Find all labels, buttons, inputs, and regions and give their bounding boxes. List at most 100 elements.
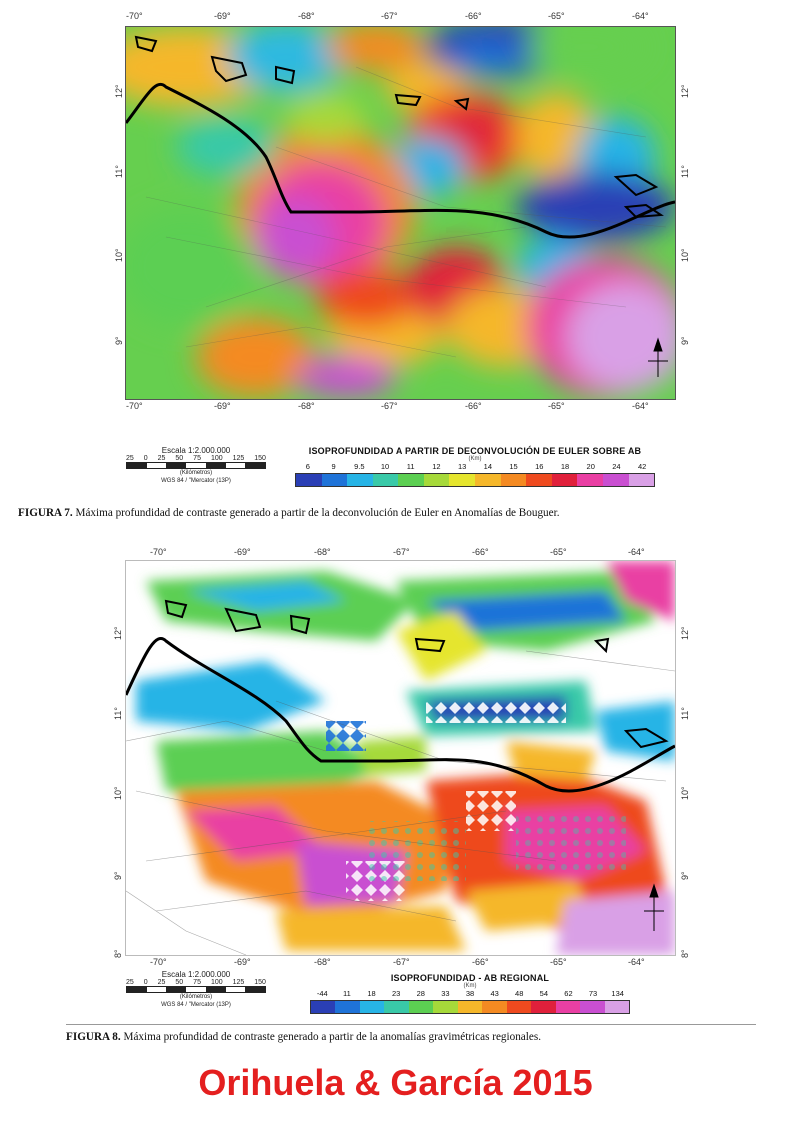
legend-color-bar xyxy=(295,473,655,487)
scale-tick: 125 xyxy=(232,455,245,462)
legend-label: 16 xyxy=(535,462,544,471)
legend-swatch xyxy=(433,1001,458,1013)
legend-label: 62 xyxy=(564,989,573,998)
legend-swatch xyxy=(408,1001,434,1013)
lon-tick: -70° xyxy=(150,547,167,557)
lon-tick: -68° xyxy=(298,11,315,21)
scale-tick: 50 xyxy=(175,455,184,462)
legend-label: 9.5 xyxy=(354,462,365,471)
legend-label: 24 xyxy=(612,462,621,471)
legend-swatch xyxy=(482,1001,507,1013)
legend-unit: (Km) xyxy=(468,456,482,462)
lon-tick: -68° xyxy=(314,547,331,557)
lon-tick: -65° xyxy=(548,401,565,411)
legend-swatch xyxy=(372,474,399,486)
scale-unit: (Kilómetros) xyxy=(179,994,213,1000)
legend-label: 6 xyxy=(305,462,310,471)
legend-swatch xyxy=(506,1001,532,1013)
lon-tick: -66° xyxy=(465,401,482,411)
scale-bar: Escala 1:2.000.000 25 0 25 50 75 100 125… xyxy=(126,446,266,485)
legend-label: 48 xyxy=(515,989,524,998)
legend-labels: -44 11 18 23 28 33 38 43 48 54 62 73 134 xyxy=(310,989,630,1000)
legend-swatch xyxy=(398,474,424,486)
figure-8-caption: FIGURA 8. Máxima profundidad de contrast… xyxy=(66,1031,791,1043)
legend-label: 9 xyxy=(331,462,336,471)
legend-title: ISOPROFUNDIDAD - AB REGIONAL xyxy=(390,973,550,983)
legend-swatch xyxy=(457,1001,483,1013)
scale-tick: 150 xyxy=(254,455,266,462)
lat-tick: 8° xyxy=(113,949,123,958)
scale-tick: 0 xyxy=(143,455,148,462)
caption-text: Máxima profundidad de contraste generado… xyxy=(72,507,560,519)
scale-tick: 125 xyxy=(232,979,245,986)
legend-swatch xyxy=(475,474,501,486)
lon-tick: -68° xyxy=(314,957,331,967)
lon-tick: -65° xyxy=(548,11,565,21)
legend-label: 134 xyxy=(611,989,624,998)
scale-datum: WGS 84 / "Mercator (13P) xyxy=(161,1002,231,1008)
lat-tick: 10° xyxy=(680,786,690,800)
figure-7-caption: FIGURA 7. Máxima profundidad de contrast… xyxy=(18,507,788,519)
lon-tick: -66° xyxy=(465,11,482,21)
legend-title: ISOPROFUNDIDAD A PARTIR DE DECONVOLUCIÓN… xyxy=(308,446,642,456)
lon-tick: -65° xyxy=(550,957,567,967)
legend-label: 11 xyxy=(406,462,415,471)
legend-label: -44 xyxy=(316,989,328,998)
scale-tick: 100 xyxy=(210,455,223,462)
legend-label: 28 xyxy=(416,989,425,998)
legend-unit: (Km) xyxy=(463,983,477,989)
legend-swatch xyxy=(604,1001,630,1013)
figure-7: -70° -69° -68° -67° -66° -65° -64° -70° … xyxy=(0,0,791,530)
legend-label: 73 xyxy=(588,989,598,998)
scale-tick: 150 xyxy=(254,979,266,986)
legend-label: 18 xyxy=(560,462,570,471)
legend-swatch xyxy=(347,474,373,486)
legend-swatch xyxy=(359,1001,385,1013)
lat-tick: 12° xyxy=(680,626,690,640)
legend-swatch xyxy=(311,1001,336,1013)
legend-label: 38 xyxy=(465,989,475,998)
lon-tick: -67° xyxy=(393,547,410,557)
depth-legend: ISOPROFUNDIDAD - AB REGIONAL (Km) -44 11 1… xyxy=(310,973,630,1014)
lat-tick: 9° xyxy=(113,871,123,880)
lon-tick: -69° xyxy=(214,401,231,411)
legend-label: 20 xyxy=(586,462,595,471)
lat-tick: 9° xyxy=(680,871,690,880)
legend-swatch xyxy=(555,1001,581,1013)
legend-swatch xyxy=(449,474,476,486)
legend-label: 14 xyxy=(483,462,493,471)
lon-tick: -70° xyxy=(126,401,143,411)
lon-tick: -64° xyxy=(628,957,645,967)
lon-tick: -67° xyxy=(381,401,398,411)
legend-label: 54 xyxy=(539,989,549,998)
legend-label: 43 xyxy=(490,989,499,998)
legend-label: 18 xyxy=(367,989,376,998)
legend-swatch xyxy=(423,474,450,486)
legend-swatch xyxy=(526,474,552,486)
lon-tick: -64° xyxy=(632,11,649,21)
legend-label: 11 xyxy=(343,989,351,998)
legend-label: 15 xyxy=(509,462,518,471)
lon-tick: -67° xyxy=(381,11,398,21)
lat-tick: 11° xyxy=(680,707,690,720)
lon-tick: -67° xyxy=(393,957,410,967)
legend-label: 33 xyxy=(441,989,450,998)
legend-label: 23 xyxy=(391,989,401,998)
lon-tick: -70° xyxy=(150,957,167,967)
scale-unit: (Kilómetros) xyxy=(179,470,213,476)
depth-legend: ISOPROFUNDIDAD A PARTIR DE DECONVOLUCIÓN… xyxy=(295,446,655,487)
scale-tick: 75 xyxy=(193,979,201,986)
legend-color-bar xyxy=(310,1000,630,1014)
lon-tick: -69° xyxy=(234,547,251,557)
lon-tick: -68° xyxy=(298,401,315,411)
scale-tick: 25 xyxy=(157,455,166,462)
scale-tick: 25 xyxy=(157,979,166,986)
legend-swatch xyxy=(384,1001,409,1013)
figure-8: -70° -69° -68° -67° -66° -65° -64° -70° … xyxy=(66,547,791,1043)
north-arrow-icon xyxy=(648,337,668,377)
legend-swatch xyxy=(580,1001,605,1013)
scale-title: Escala 1:2.000.000 xyxy=(161,446,231,455)
scale-title: Escala 1:2.000.000 xyxy=(161,970,231,979)
scale-tick: 0 xyxy=(143,979,148,986)
north-arrow-icon xyxy=(644,883,664,931)
